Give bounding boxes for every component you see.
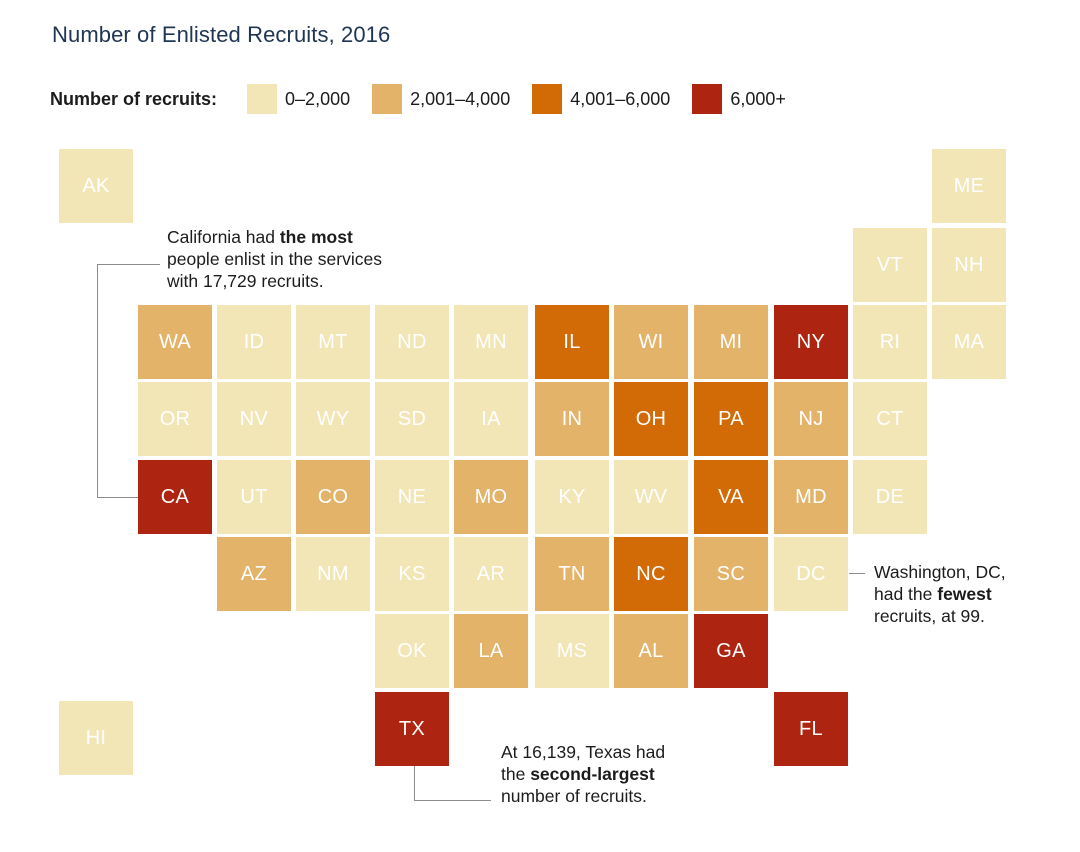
legend-swatch-bin-2 (372, 84, 403, 114)
legend-item-bin-1: 0–2,000 (247, 84, 350, 114)
state-tile-la: LA (454, 614, 528, 688)
state-tile-ar: AR (454, 537, 528, 611)
state-tile-hi: HI (59, 701, 133, 775)
ca-leader-line-top (97, 264, 160, 265)
state-tile-mt: MT (296, 305, 370, 379)
state-tile-ma: MA (932, 305, 1006, 379)
state-tile-wa: WA (138, 305, 212, 379)
state-tile-tn: TN (535, 537, 609, 611)
legend-text-bin-1: 0–2,000 (285, 88, 351, 109)
state-tile-az: AZ (217, 537, 291, 611)
tx-annotation: At 16,139, Texas had the second-largest … (501, 741, 665, 807)
legend-text-bin-4: 6,000+ (730, 88, 786, 109)
state-tile-in: IN (535, 382, 609, 456)
dc-note-line2-pre: had the (874, 584, 938, 604)
state-tile-ne: NE (375, 460, 449, 534)
state-tile-oh: OH (614, 382, 688, 456)
state-tile-pa: PA (694, 382, 768, 456)
state-tile-wi: WI (614, 305, 688, 379)
ca-note-line2: people enlist in the services (167, 249, 382, 269)
state-tile-id: ID (217, 305, 291, 379)
state-tile-dc: DC (774, 537, 848, 611)
state-tile-ok: OK (375, 614, 449, 688)
state-tile-or: OR (138, 382, 212, 456)
state-tile-de: DE (853, 460, 927, 534)
legend-swatch-bin-4 (692, 84, 723, 114)
legend-text-bin-3: 4,001–6,000 (570, 88, 671, 109)
state-tile-nd: ND (375, 305, 449, 379)
ca-leader-line-vertical (97, 264, 98, 497)
dc-leader-line (849, 573, 865, 574)
state-tile-md: MD (774, 460, 848, 534)
legend: Number of recruits: 0–2,000 2,001–4,000 … (50, 84, 808, 114)
state-tile-mi: MI (694, 305, 768, 379)
legend-text-bin-2: 2,001–4,000 (410, 88, 511, 109)
state-tile-al: AL (614, 614, 688, 688)
legend-item-bin-4: 6,000+ (692, 84, 786, 114)
ca-note-line3: with 17,729 recruits. (167, 271, 324, 291)
state-tile-ca: CA (138, 460, 212, 534)
ca-note-line1-pre: California had (167, 227, 280, 247)
tx-note-line3: number of recruits. (501, 786, 647, 806)
state-tile-ct: CT (853, 382, 927, 456)
state-tile-mo: MO (454, 460, 528, 534)
state-tile-sc: SC (694, 537, 768, 611)
state-tile-mn: MN (454, 305, 528, 379)
state-tile-nj: NJ (774, 382, 848, 456)
state-tile-ut: UT (217, 460, 291, 534)
state-tile-ks: KS (375, 537, 449, 611)
dc-annotation: Washington, DC, had the fewest recruits,… (874, 561, 1006, 627)
legend-item-bin-3: 4,001–6,000 (532, 84, 670, 114)
chart-title: Number of Enlisted Recruits, 2016 (52, 22, 391, 47)
ca-note-line1-bold: the most (279, 227, 353, 247)
dc-note-line3: recruits, at 99. (874, 606, 985, 626)
tx-leader-line-horizontal (414, 800, 491, 801)
tx-note-line2-bold: second-largest (530, 764, 655, 784)
state-tile-ak: AK (59, 149, 133, 223)
legend-swatch-bin-3 (532, 84, 563, 114)
state-tile-wv: WV (614, 460, 688, 534)
tx-note-line2-pre: the (501, 764, 531, 784)
state-tile-co: CO (296, 460, 370, 534)
state-tile-tx: TX (375, 692, 449, 766)
state-tile-me: ME (932, 149, 1006, 223)
legend-item-bin-2: 2,001–4,000 (372, 84, 510, 114)
state-tile-fl: FL (774, 692, 848, 766)
legend-label: Number of recruits: (50, 88, 218, 109)
state-tile-ga: GA (694, 614, 768, 688)
state-tile-nc: NC (614, 537, 688, 611)
state-tile-va: VA (694, 460, 768, 534)
state-tile-ky: KY (535, 460, 609, 534)
dc-note-line1: Washington, DC, (874, 562, 1006, 582)
state-tile-ny: NY (774, 305, 848, 379)
state-tile-il: IL (535, 305, 609, 379)
state-tile-nm: NM (296, 537, 370, 611)
state-tile-sd: SD (375, 382, 449, 456)
state-tile-nv: NV (217, 382, 291, 456)
legend-swatch-bin-1 (247, 84, 278, 114)
tx-leader-line-vertical (414, 766, 415, 800)
dc-note-line2-bold: fewest (937, 584, 992, 604)
state-tile-nh: NH (932, 228, 1006, 302)
ca-annotation: California had the most people enlist in… (167, 226, 382, 292)
state-tile-ri: RI (853, 305, 927, 379)
state-tile-wy: WY (296, 382, 370, 456)
tx-note-line1: At 16,139, Texas had (501, 742, 666, 762)
state-tile-ms: MS (535, 614, 609, 688)
ca-leader-line-bottom (97, 497, 138, 498)
state-tile-vt: VT (853, 228, 927, 302)
state-tile-ia: IA (454, 382, 528, 456)
